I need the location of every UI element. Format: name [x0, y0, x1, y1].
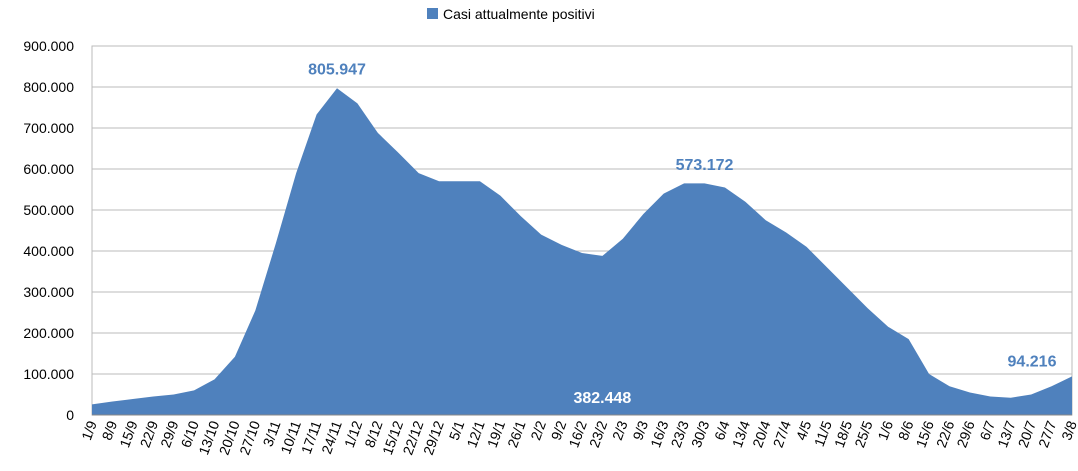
y-tick-label: 800.000: [23, 79, 74, 95]
x-tick-label: 26/1: [504, 418, 528, 449]
x-tick-label: 27/4: [770, 418, 794, 449]
legend-swatch: [427, 8, 438, 19]
x-tick-label: 9/3: [629, 418, 651, 442]
y-tick-label: 300.000: [23, 284, 74, 300]
x-tick-label: 1/9: [78, 418, 100, 442]
x-tick-label: 2/3: [609, 418, 631, 442]
annotation: 94.216: [1008, 353, 1057, 370]
x-tick-label: 8/6: [895, 418, 917, 442]
area: [92, 88, 1072, 415]
y-tick-label: 500.000: [23, 202, 74, 218]
x-tick-label: 8/9: [99, 418, 121, 442]
x-tick-label: 4/5: [793, 418, 815, 442]
x-tick-label: 9/2: [548, 418, 570, 442]
x-tick-label: 25/5: [851, 418, 875, 449]
annotation: 573.172: [676, 157, 734, 174]
legend-label: Casi attualmente positivi: [443, 6, 595, 22]
x-tick-label: 3/8: [1058, 418, 1078, 442]
x-tick-label: 27/7: [1035, 418, 1059, 449]
x-tick-label: 1/6: [874, 418, 896, 442]
x-tick-label: 30/3: [688, 418, 712, 449]
x-tick-label: 6/7: [976, 418, 998, 442]
x-tick-label: 2/2: [527, 418, 549, 442]
y-tick-label: 600.000: [23, 161, 74, 177]
y-tick-label: 400.000: [23, 243, 74, 259]
y-tick-label: 0: [66, 407, 74, 423]
y-tick-label: 700.000: [23, 120, 74, 136]
y-tick-label: 100.000: [23, 366, 74, 382]
x-tick-label: 6/4: [711, 418, 733, 442]
x-tick-label: 23/2: [586, 418, 610, 449]
y-tick-label: 900.000: [23, 38, 74, 54]
x-tick-label: 29/6: [953, 418, 977, 449]
y-tick-label: 200.000: [23, 325, 74, 341]
annotation: 805.947: [308, 62, 366, 79]
annotation: 382.448: [573, 390, 631, 407]
x-tick-label: 5/1: [446, 418, 468, 442]
